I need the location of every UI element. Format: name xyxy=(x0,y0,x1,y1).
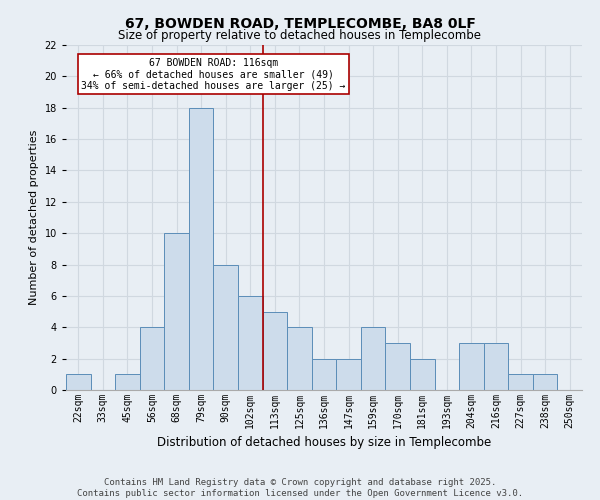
Bar xyxy=(287,328,312,390)
X-axis label: Distribution of detached houses by size in Templecombe: Distribution of detached houses by size … xyxy=(157,436,491,450)
Bar xyxy=(361,328,385,390)
Y-axis label: Number of detached properties: Number of detached properties xyxy=(29,130,39,305)
Text: Size of property relative to detached houses in Templecombe: Size of property relative to detached ho… xyxy=(119,29,482,42)
Bar xyxy=(164,233,189,390)
Bar xyxy=(312,358,336,390)
Text: 67 BOWDEN ROAD: 116sqm
← 66% of detached houses are smaller (49)
34% of semi-det: 67 BOWDEN ROAD: 116sqm ← 66% of detached… xyxy=(81,58,346,90)
Bar xyxy=(459,343,484,390)
Bar xyxy=(115,374,140,390)
Bar xyxy=(189,108,214,390)
Bar xyxy=(336,358,361,390)
Text: Contains HM Land Registry data © Crown copyright and database right 2025.
Contai: Contains HM Land Registry data © Crown c… xyxy=(77,478,523,498)
Text: 67, BOWDEN ROAD, TEMPLECOMBE, BA8 0LF: 67, BOWDEN ROAD, TEMPLECOMBE, BA8 0LF xyxy=(125,18,475,32)
Bar xyxy=(385,343,410,390)
Bar xyxy=(410,358,434,390)
Bar xyxy=(140,328,164,390)
Bar xyxy=(214,264,238,390)
Bar xyxy=(66,374,91,390)
Bar xyxy=(533,374,557,390)
Bar xyxy=(484,343,508,390)
Bar xyxy=(238,296,263,390)
Bar xyxy=(263,312,287,390)
Bar xyxy=(508,374,533,390)
